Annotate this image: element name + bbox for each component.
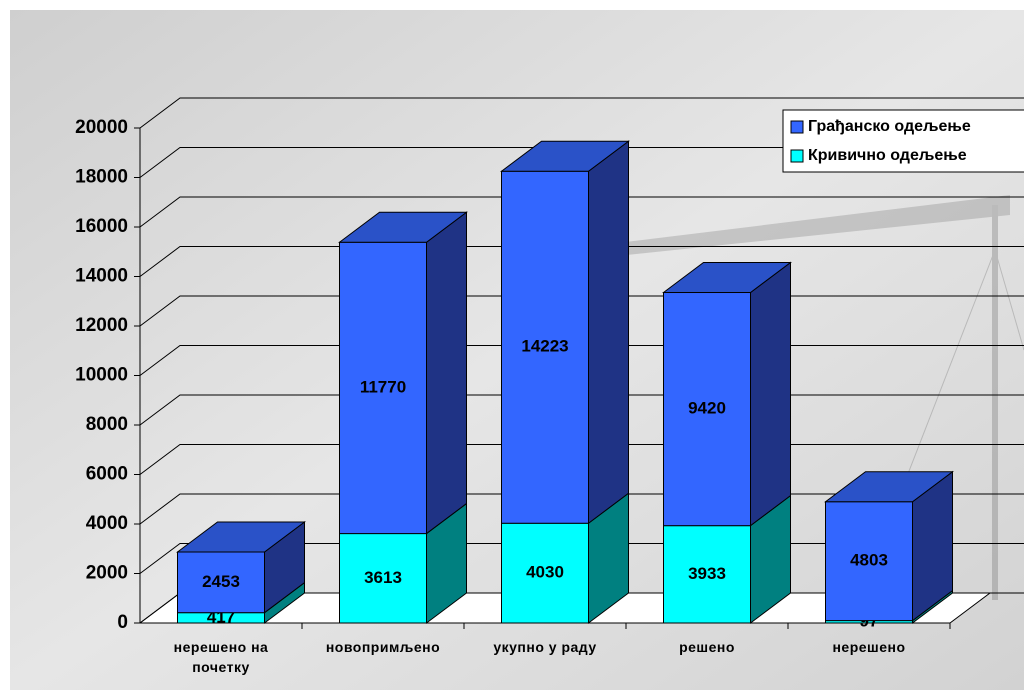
bar-front (339, 241, 427, 535)
bar-side (426, 211, 467, 535)
legend-label: Грађанско одељење (808, 118, 971, 135)
bar-segment (824, 470, 954, 622)
y-tick-label: 20000 (75, 117, 128, 138)
bar-front (339, 533, 427, 624)
y-tick-label: 4000 (86, 513, 128, 534)
grid-line (139, 97, 1024, 129)
bar-top (176, 521, 306, 553)
bar-top (500, 140, 630, 172)
bar-segment (501, 492, 629, 624)
y-tick-label: 18000 (75, 167, 128, 188)
bar-top (338, 211, 468, 243)
data-label: 9420 (688, 399, 726, 418)
x-tick-label: новопримљено (325, 639, 441, 655)
data-label: 4803 (850, 551, 888, 570)
data-label: 14223 (521, 337, 568, 356)
bar-side (588, 140, 629, 525)
bar-front (825, 501, 913, 622)
bar-front (177, 551, 265, 614)
data-label: 3933 (688, 564, 726, 583)
bar-segment (339, 502, 467, 624)
x-tick-label: нерешено (832, 639, 906, 655)
bar-side (750, 261, 791, 527)
bar-front (663, 525, 751, 624)
grid-line (139, 246, 1024, 277)
bar-segment (663, 494, 791, 624)
bar-segment (500, 140, 630, 525)
grid-line (139, 147, 1024, 178)
x-tick-label: нерешено на почетку (173, 639, 269, 675)
bar-top (662, 262, 792, 294)
y-tick-label: 8000 (86, 414, 128, 435)
legend: Грађанско одељење Кривично одељење (782, 109, 1024, 173)
data-label: 4030 (526, 563, 564, 582)
y-tick-label: 10000 (75, 365, 128, 386)
data-label: 11770 (360, 377, 406, 396)
bar-front (501, 522, 589, 624)
bar-top (824, 471, 954, 503)
bar-segment (176, 520, 306, 614)
data-label: 3613 (364, 568, 402, 587)
y-tick-label: 12000 (75, 315, 128, 336)
y-tick-label: 16000 (75, 216, 128, 237)
legend-swatch (790, 120, 804, 134)
legend-box (782, 109, 1024, 173)
bar-front (663, 292, 751, 527)
y-tick-label: 6000 (86, 464, 128, 485)
legend-label: Кривично одељење (808, 147, 967, 164)
y-tick-label: 0 (117, 612, 128, 633)
y-tick-label: 2000 (86, 563, 128, 584)
data-label: 2453 (202, 572, 240, 591)
x-tick-label: решено (679, 639, 735, 655)
bar-segment (338, 211, 468, 535)
x-tick-label: укупно у раду (493, 639, 597, 655)
grid-line (139, 196, 1024, 228)
scale-decoration (560, 195, 1024, 600)
bar-segment (662, 261, 792, 527)
bar-front (501, 170, 589, 524)
y-tick-label: 14000 (75, 266, 128, 287)
legend-swatch (790, 149, 804, 163)
